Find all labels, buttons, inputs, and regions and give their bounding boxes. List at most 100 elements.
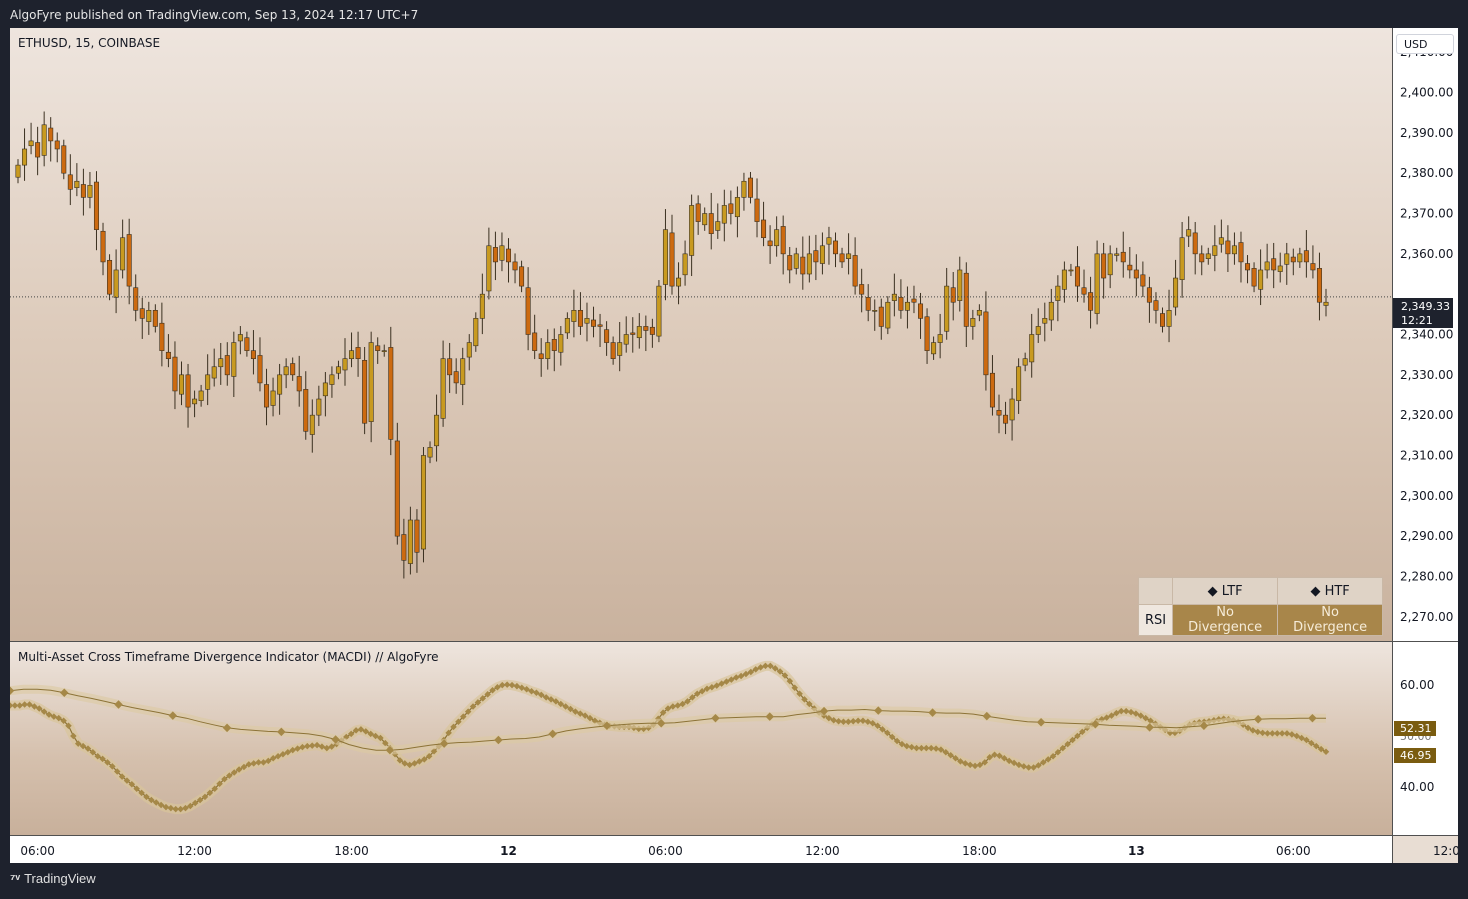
time-tick-label: 12:00 — [177, 844, 212, 858]
symbol-title[interactable]: ETHUSD, 15, COINBASE — [18, 36, 161, 50]
candle-body — [937, 334, 943, 343]
candle-body — [277, 374, 283, 395]
fast-line-marker — [898, 740, 906, 748]
candle-body — [1022, 358, 1028, 366]
candle-body — [87, 184, 93, 198]
candle-body — [656, 285, 662, 337]
candle-body — [538, 353, 544, 359]
candle-body — [185, 374, 191, 408]
fast-line-marker — [893, 737, 901, 745]
fast-line-marker — [752, 666, 759, 673]
candle-body — [1101, 253, 1107, 279]
time-tick-label: 06:00 — [1276, 844, 1311, 858]
indicator-pane[interactable] — [10, 642, 1392, 835]
fast-line-marker — [947, 752, 954, 759]
fast-line-marker — [372, 732, 379, 740]
ltf-header: ◆ LTF — [1172, 577, 1279, 605]
candle-body — [1107, 253, 1113, 276]
divergence-table: ◆ LTF ◆ HTF RSI No Divergence No Diverge… — [1137, 577, 1384, 636]
candle-body — [774, 229, 780, 247]
fast-line-marker — [908, 743, 915, 751]
pane-separator[interactable] — [10, 641, 1458, 642]
candle-body — [1238, 242, 1244, 263]
chart-canvas: 2,410.002,400.002,390.002,380.002,370.00… — [10, 45, 1458, 858]
candle-body — [721, 205, 727, 224]
candle-body — [643, 326, 649, 331]
time-axis[interactable] — [10, 836, 1392, 863]
candle-body — [335, 366, 341, 374]
slow-line-marker — [439, 739, 449, 748]
currency-button[interactable]: USD — [1396, 34, 1454, 54]
slow-line-marker — [874, 706, 883, 715]
tradingview-footer[interactable]: ⁷ᵛ TradingView — [10, 871, 96, 886]
candle-body — [1074, 266, 1080, 287]
fast-line-marker — [796, 690, 803, 698]
candle-body — [224, 355, 230, 376]
fast-line-marker — [1059, 744, 1067, 752]
price-axis[interactable] — [1392, 28, 1458, 835]
fast-line-marker — [884, 729, 891, 737]
candle-body — [957, 269, 963, 301]
fast-line-marker — [284, 748, 292, 756]
fast-line-marker — [981, 759, 989, 766]
fast-line-marker — [966, 761, 974, 769]
fast-line-marker — [162, 803, 170, 811]
fast-line-marker — [313, 741, 321, 749]
candle-body — [1271, 258, 1277, 271]
candle-body — [630, 332, 636, 335]
candle-body — [878, 306, 884, 327]
candle-body — [1127, 264, 1133, 271]
candle-body — [447, 358, 453, 376]
fast-line-marker — [250, 760, 257, 767]
candle-body — [1323, 301, 1329, 306]
candle-body — [270, 390, 276, 406]
fast-line-marker — [474, 699, 482, 706]
fast-line-marker — [294, 745, 301, 752]
fast-line-marker — [806, 700, 813, 708]
candle-body — [205, 374, 211, 390]
candle-body — [885, 301, 891, 329]
candle-body — [15, 164, 21, 178]
fast-line-marker — [854, 717, 862, 724]
candle-body — [303, 389, 309, 432]
candle-body — [819, 245, 825, 264]
candle-body — [636, 326, 642, 339]
fast-line-marker — [786, 677, 794, 685]
candle-body — [257, 355, 263, 384]
slow-line-marker — [1199, 721, 1209, 731]
fast-line-marker — [172, 805, 179, 813]
candle-body — [1016, 366, 1022, 401]
last-price-value: 2,349.33 — [1401, 300, 1450, 313]
candle-body — [453, 371, 459, 384]
candle-body — [1094, 253, 1100, 314]
fast-line-marker — [323, 744, 331, 752]
candle-body — [349, 350, 355, 359]
slow-line-marker — [277, 727, 286, 737]
fast-line-marker — [143, 793, 150, 801]
candle-body — [761, 219, 767, 239]
fast-line-marker — [411, 760, 418, 767]
candle-body — [754, 198, 760, 222]
candle-body — [1212, 245, 1218, 256]
fast-line-marker — [825, 714, 833, 722]
candle-body — [904, 301, 910, 311]
candle-body — [1133, 269, 1139, 279]
indicator-title[interactable]: Multi-Asset Cross Timeframe Divergence I… — [18, 650, 439, 664]
candle-body — [662, 229, 668, 285]
fast-line-marker — [138, 789, 145, 797]
fast-line-marker — [308, 742, 316, 749]
candle-body — [264, 384, 270, 408]
candle-body — [918, 303, 924, 319]
price-tick-label: 2,320.00 — [1400, 408, 1453, 422]
price-tick-label: 2,360.00 — [1400, 247, 1453, 261]
candle-body — [492, 247, 498, 263]
candle-body — [244, 337, 250, 351]
fast-line-marker — [986, 754, 993, 761]
candle-body — [1297, 253, 1303, 263]
candle-body — [1290, 256, 1296, 263]
last-price-label: 2,349.33 12:21 — [1393, 298, 1453, 328]
fast-line-marker — [367, 730, 374, 738]
candle-body — [290, 363, 296, 376]
candle-body — [434, 414, 440, 447]
fast-line-marker — [450, 723, 457, 731]
